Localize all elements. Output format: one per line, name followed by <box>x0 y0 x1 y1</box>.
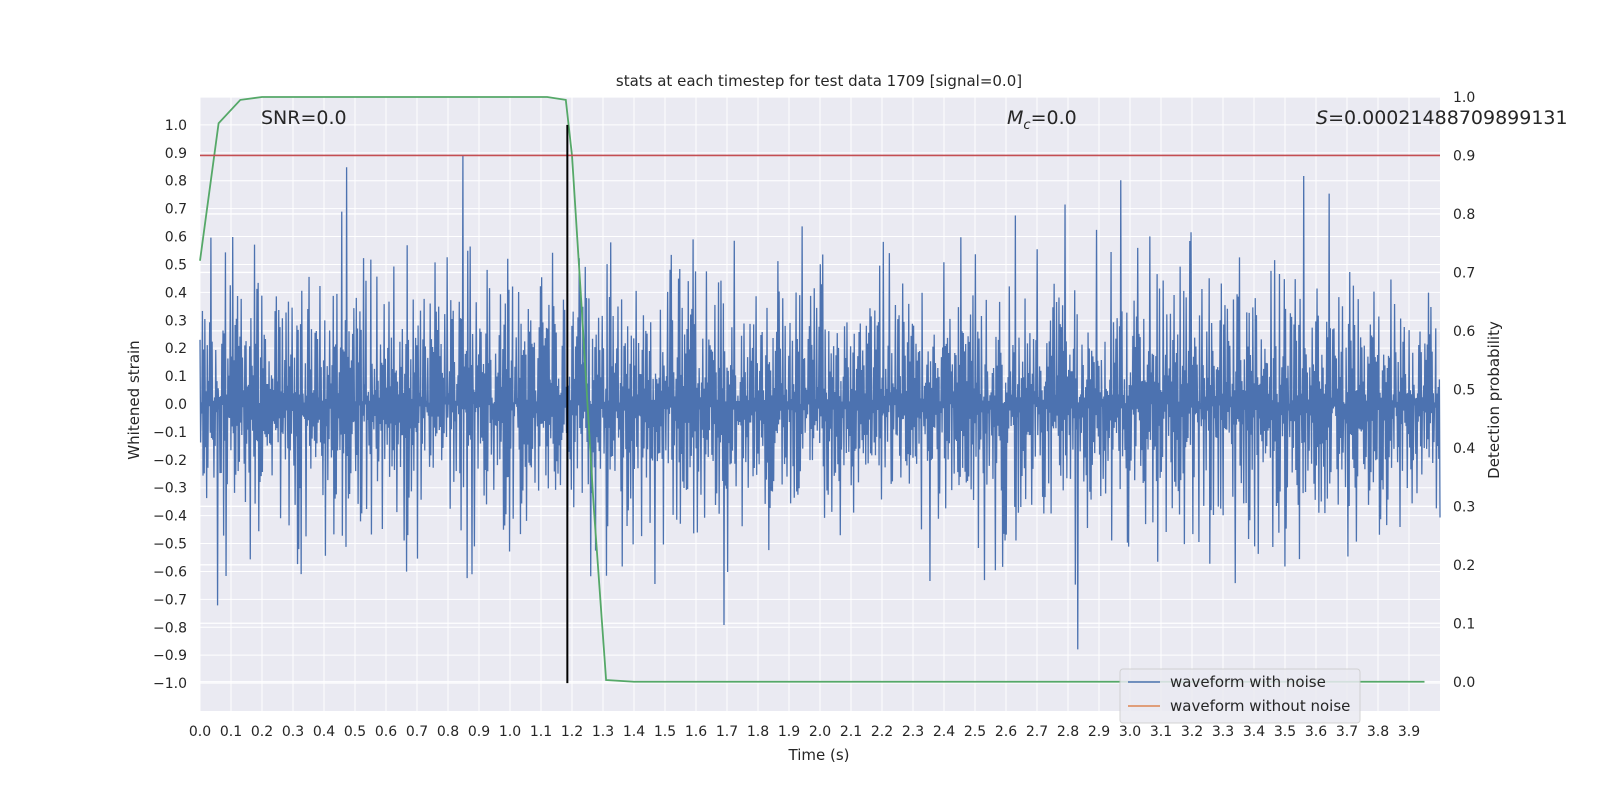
x-tick-label: 3.2 <box>1181 724 1203 740</box>
x-tick-label: 2.2 <box>871 724 893 740</box>
y-right-tick-label: 0.4 <box>1453 441 1475 457</box>
chart-title: stats at each timestep for test data 170… <box>616 72 1022 90</box>
x-tick-label: 2.1 <box>840 724 862 740</box>
y-right-tick-label: 0.5 <box>1453 382 1475 398</box>
legend: waveform with noise waveform without noi… <box>1119 668 1361 724</box>
y-left-tick-labels: 1.0 0.9 0.8 0.7 0.6 0.5 0.4 0.3 0.2 0.1 0.0 −0.1 −0.… <box>153 118 187 692</box>
x-tick-label: 3.1 <box>1150 724 1172 740</box>
x-tick-label: 2.5 <box>964 724 986 740</box>
s-symbol: S <box>1316 107 1328 129</box>
legend-label-clean: waveform without noise <box>1170 697 1350 715</box>
x-tick-label: 0.4 <box>313 724 335 740</box>
y-left-tick-label: −0.9 <box>153 648 187 664</box>
x-tick-label: 1.1 <box>530 724 552 740</box>
y-left-tick-label: 0.9 <box>165 146 187 162</box>
y-left-tick-label: 0.5 <box>165 257 187 273</box>
x-tick-label: 0.2 <box>251 724 273 740</box>
y-right-tick-label: 0.9 <box>1453 148 1475 164</box>
x-tick-label: 1.3 <box>592 724 614 740</box>
x-tick-label: 0.5 <box>344 724 366 740</box>
x-tick-label: 3.0 <box>1119 724 1141 740</box>
y-axis-label-left: Whitened strain <box>125 340 143 459</box>
y-right-tick-label: 0.7 <box>1453 265 1475 281</box>
y-left-tick-label: 0.6 <box>165 230 187 246</box>
y-left-tick-label: 0.0 <box>165 397 187 413</box>
x-tick-label: 2.8 <box>1057 724 1079 740</box>
y-left-tick-label: 0.2 <box>165 341 187 357</box>
x-tick-label: 1.6 <box>685 724 707 740</box>
y-right-tick-label: 0.0 <box>1453 675 1475 691</box>
y-left-tick-label: −0.5 <box>153 537 187 553</box>
legend-box <box>1119 668 1361 724</box>
x-tick-label: 3.7 <box>1336 724 1358 740</box>
mc-symbol: M <box>1007 107 1023 129</box>
y-left-tick-label: 0.8 <box>165 174 187 190</box>
x-tick-label: 3.3 <box>1212 724 1234 740</box>
x-tick-label: 0.0 <box>189 724 211 740</box>
y-left-tick-label: −0.8 <box>153 620 187 636</box>
x-axis-label: Time (s) <box>788 746 850 764</box>
y-left-tick-label: 0.3 <box>165 313 187 329</box>
y-right-tick-label: 0.1 <box>1453 616 1475 632</box>
y-left-tick-label: −0.7 <box>153 592 187 608</box>
x-tick-label: 3.5 <box>1274 724 1296 740</box>
overlay-lines <box>199 96 1440 684</box>
x-tick-label: 0.3 <box>282 724 304 740</box>
y-left-tick-label: 1.0 <box>165 118 187 134</box>
legend-label-noise: waveform with noise <box>1170 673 1326 691</box>
mc-value: =0.0 <box>1031 107 1077 129</box>
mc-subscript: c <box>1023 118 1030 133</box>
noise-series <box>199 155 1441 650</box>
x-tick-label: 0.7 <box>406 724 428 740</box>
x-tick-label: 1.4 <box>623 724 645 740</box>
x-tick-label: 1.5 <box>654 724 676 740</box>
x-tick-label: 1.7 <box>716 724 738 740</box>
probability-line <box>199 96 1425 683</box>
x-tick-label: 1.8 <box>747 724 769 740</box>
noise-waveform-line <box>199 155 1441 650</box>
y-left-tick-label: −0.6 <box>153 564 187 580</box>
y-left-tick-label: 0.4 <box>165 285 187 301</box>
s-value: =0.00021488709899131 <box>1328 107 1568 129</box>
y-right-tick-label: 0.6 <box>1453 324 1475 340</box>
y-right-tick-label: 0.3 <box>1453 499 1475 515</box>
y-right-tick-label: 0.2 <box>1453 558 1475 574</box>
y-right-tick-label: 1.0 <box>1453 90 1475 106</box>
x-tick-labels: 0.0 0.1 0.2 0.3 0.4 0.5 0.6 0.7 0.8 0.9 1.0 1.1 1.2 1… <box>189 724 1420 740</box>
x-tick-label: 0.9 <box>468 724 490 740</box>
x-tick-label: 2.9 <box>1088 724 1110 740</box>
x-tick-label: 1.2 <box>561 724 583 740</box>
x-tick-label: 1.9 <box>778 724 800 740</box>
x-tick-label: 2.0 <box>809 724 831 740</box>
x-tick-label: 0.6 <box>375 724 397 740</box>
x-tick-label: 3.8 <box>1367 724 1389 740</box>
chirp-mass-annotation: Mc=0.0 <box>1007 107 1077 133</box>
x-tick-label: 0.8 <box>437 724 459 740</box>
x-tick-label: 2.3 <box>902 724 924 740</box>
x-tick-label: 2.6 <box>995 724 1017 740</box>
x-tick-label: 3.6 <box>1305 724 1327 740</box>
y-left-tick-label: −0.2 <box>153 453 187 469</box>
y-right-tick-labels: 1.0 0.9 0.8 0.7 0.6 0.5 0.4 0.3 0.2 0.1 0.0 <box>1453 90 1475 691</box>
y-left-tick-label: −1.0 <box>153 676 187 692</box>
y-left-tick-label: 0.7 <box>165 202 187 218</box>
y-axis-label-right: Detection probability <box>1485 321 1503 479</box>
y-left-tick-label: 0.1 <box>165 369 187 385</box>
x-tick-label: 1.0 <box>499 724 521 740</box>
x-tick-label: 0.1 <box>220 724 242 740</box>
y-left-tick-label: −0.1 <box>153 425 187 441</box>
snr-annotation: SNR=0.0 <box>261 107 347 129</box>
y-right-tick-label: 0.8 <box>1453 207 1475 223</box>
x-tick-label: 2.7 <box>1026 724 1048 740</box>
x-tick-label: 3.9 <box>1398 724 1420 740</box>
s-annotation: S=0.00021488709899131 <box>1316 107 1568 129</box>
y-left-tick-label: −0.4 <box>153 509 187 525</box>
x-tick-label: 2.4 <box>933 724 955 740</box>
x-tick-label: 3.4 <box>1243 724 1265 740</box>
y-left-tick-label: −0.3 <box>153 481 187 497</box>
